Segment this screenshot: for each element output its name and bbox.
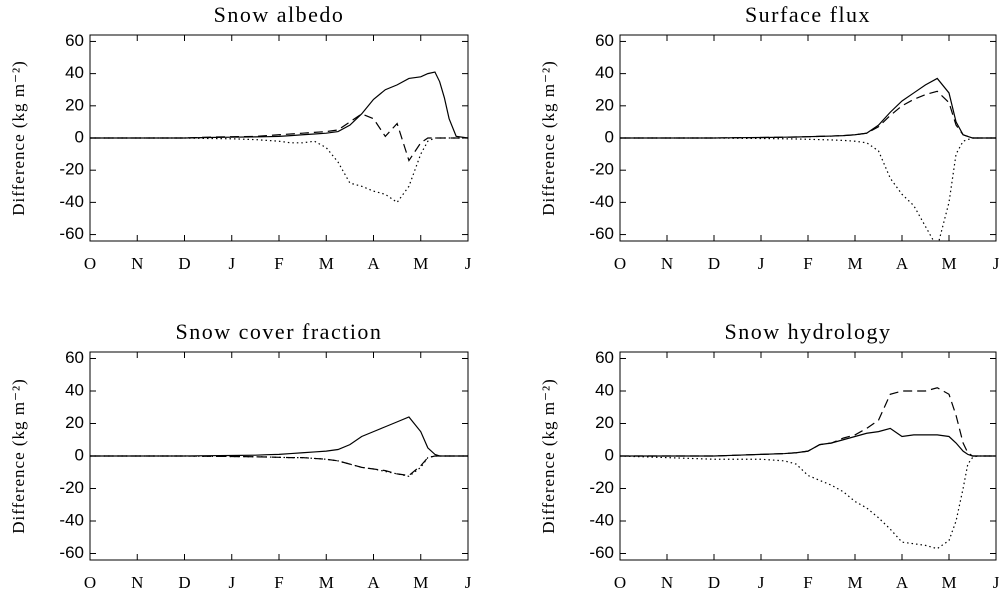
y-tick-label: 20: [595, 95, 614, 114]
x-tick-label: D: [178, 573, 190, 592]
x-tick-label: F: [803, 573, 812, 592]
panel: Surface flux Difference (kg m⁻²) -60 -40 -20…: [539, 2, 1000, 273]
series-line: [620, 77, 996, 139]
x-tick-label: J: [228, 573, 235, 592]
series-line: [620, 455, 996, 550]
y-tick-label: 40: [595, 63, 614, 82]
series-line: [90, 71, 468, 139]
x-tick-label: O: [84, 573, 96, 592]
y-tick-label: 60: [595, 31, 614, 50]
y-axis-label: Difference (kg m⁻²): [539, 378, 558, 533]
x-tick-label: N: [131, 573, 143, 592]
panel: Snow hydrology Difference (kg m⁻²) -60 -40 -…: [539, 319, 1000, 592]
x-tick-label: J: [465, 573, 472, 592]
x-tick-label: D: [708, 573, 720, 592]
chart-title: Snow hydrology: [724, 319, 891, 344]
y-tick-label: -20: [59, 160, 84, 179]
x-tick-label: F: [803, 254, 812, 273]
y-tick-label: 60: [65, 348, 84, 367]
series-line: [90, 416, 468, 457]
y-tick-label: 60: [595, 348, 614, 367]
x-tick-label: M: [941, 573, 956, 592]
series-line: [90, 113, 468, 162]
series-line: [620, 387, 996, 457]
x-tick-label: A: [896, 573, 909, 592]
series-line: [90, 455, 468, 477]
chart-title: Snow albedo: [214, 2, 345, 27]
chart-title: Surface flux: [745, 2, 871, 27]
y-tick-label: -20: [589, 160, 614, 179]
x-tick-label: N: [661, 573, 673, 592]
x-tick-label: J: [758, 573, 765, 592]
y-axis-label: Difference (kg m⁻²): [9, 60, 28, 215]
y-tick-label: 0: [605, 445, 614, 464]
y-tick-label: -20: [589, 478, 614, 497]
y-tick-label: 40: [65, 380, 84, 399]
y-tick-label: 20: [65, 95, 84, 114]
y-tick-label: -20: [59, 478, 84, 497]
y-tick-label: -40: [59, 192, 84, 211]
y-tick-label: 0: [75, 127, 84, 146]
x-tick-label: M: [319, 573, 334, 592]
x-tick-label: N: [661, 254, 673, 273]
x-tick-label: M: [941, 254, 956, 273]
y-tick-label: -60: [59, 543, 84, 562]
series-line: [620, 90, 996, 139]
y-tick-label: -40: [589, 192, 614, 211]
y-axis-label: Difference (kg m⁻²): [539, 60, 558, 215]
series-line: [620, 427, 996, 457]
x-tick-label: M: [847, 254, 862, 273]
x-tick-label: F: [274, 254, 283, 273]
x-tick-label: J: [465, 254, 472, 273]
y-tick-label: -40: [59, 510, 84, 529]
x-tick-label: N: [131, 254, 143, 273]
panel: Snow cover fraction Difference (kg m⁻²) -6…: [9, 319, 472, 592]
x-tick-label: A: [896, 254, 909, 273]
chart-title: Snow cover fraction: [176, 319, 383, 344]
y-axis-label: Difference (kg m⁻²): [9, 378, 28, 533]
series-line: [620, 137, 996, 241]
y-tick-label: -60: [59, 224, 84, 243]
x-tick-label: J: [993, 254, 1000, 273]
y-tick-label: 0: [605, 127, 614, 146]
y-tick-label: -40: [589, 510, 614, 529]
x-tick-label: O: [614, 254, 626, 273]
x-tick-label: M: [413, 254, 428, 273]
y-tick-label: 40: [65, 63, 84, 82]
y-tick-label: 20: [595, 413, 614, 432]
series-line: [90, 137, 468, 204]
y-tick-label: 60: [65, 31, 84, 50]
x-tick-label: J: [993, 573, 1000, 592]
x-tick-label: A: [367, 573, 380, 592]
x-tick-label: A: [367, 254, 380, 273]
x-tick-label: F: [274, 573, 283, 592]
x-tick-label: D: [178, 254, 190, 273]
panel: Snow albedo Difference (kg m⁻²) -60 -40 -20 0…: [9, 2, 472, 273]
x-tick-label: M: [847, 573, 862, 592]
x-tick-label: J: [758, 254, 765, 273]
y-tick-label: -60: [589, 543, 614, 562]
x-tick-label: J: [228, 254, 235, 273]
x-tick-label: M: [413, 573, 428, 592]
y-tick-label: 20: [65, 413, 84, 432]
x-tick-label: O: [84, 254, 96, 273]
y-tick-label: 0: [75, 445, 84, 464]
series-line: [90, 455, 468, 477]
x-tick-label: O: [614, 573, 626, 592]
x-tick-label: M: [319, 254, 334, 273]
y-tick-label: 40: [595, 380, 614, 399]
y-tick-label: -60: [589, 224, 614, 243]
x-tick-label: D: [708, 254, 720, 273]
